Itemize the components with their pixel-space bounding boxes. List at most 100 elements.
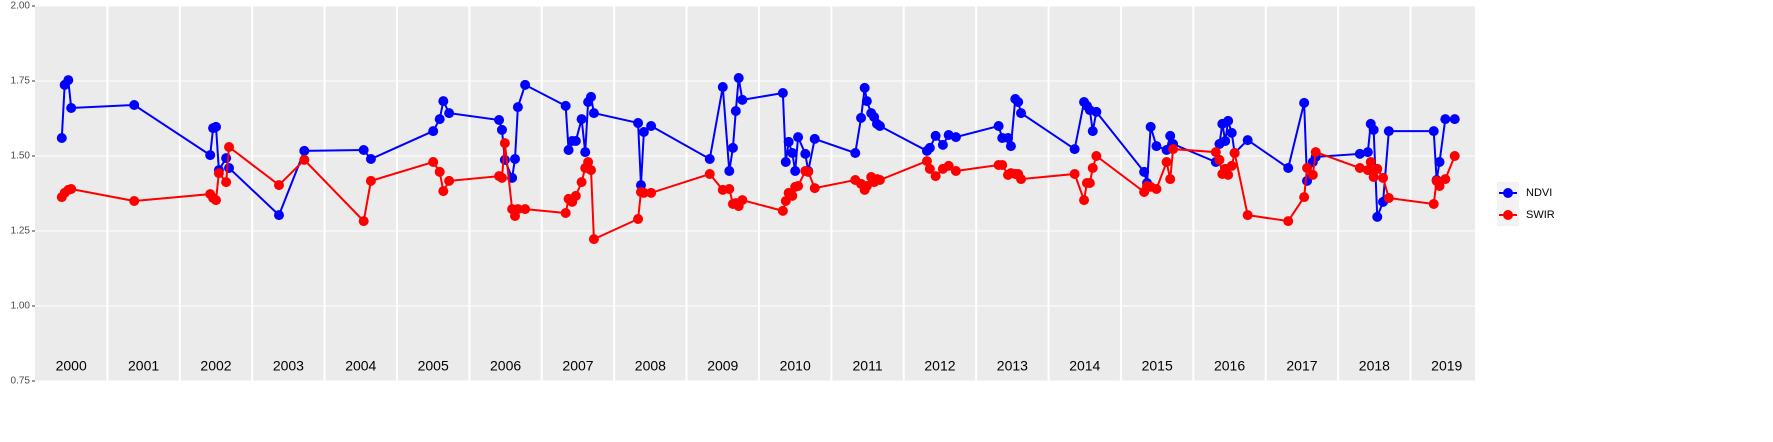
point xyxy=(1242,210,1253,221)
point xyxy=(1013,97,1024,107)
point xyxy=(1449,114,1460,125)
point xyxy=(1307,169,1318,180)
point xyxy=(358,216,369,227)
point xyxy=(365,154,376,164)
point xyxy=(434,114,445,125)
point xyxy=(1354,163,1365,173)
point xyxy=(1165,174,1176,185)
point xyxy=(494,115,505,125)
point xyxy=(930,130,941,141)
point xyxy=(1226,160,1237,171)
legend-label: NDVI xyxy=(1526,187,1552,199)
point xyxy=(1220,136,1231,146)
year-label: 2003 xyxy=(273,358,304,374)
panel xyxy=(35,6,1475,381)
point xyxy=(993,121,1004,131)
point xyxy=(1151,141,1162,152)
year-label: 2009 xyxy=(707,358,738,374)
point xyxy=(1214,154,1225,165)
point xyxy=(512,102,523,113)
point xyxy=(1005,141,1016,152)
point xyxy=(1428,199,1439,209)
point xyxy=(570,190,581,201)
point xyxy=(859,82,870,93)
point xyxy=(724,166,735,176)
year-label: 2000 xyxy=(56,358,87,374)
point xyxy=(809,183,820,194)
point xyxy=(943,160,954,171)
point xyxy=(777,88,788,98)
point xyxy=(1440,114,1451,125)
point xyxy=(1434,157,1445,167)
point xyxy=(66,103,77,113)
point xyxy=(924,142,935,153)
point xyxy=(576,114,587,125)
year-label: 2004 xyxy=(345,358,376,374)
point xyxy=(1449,151,1460,161)
year-label: 2006 xyxy=(490,358,521,374)
point xyxy=(1368,124,1379,135)
y-tick-label: 0.75 xyxy=(11,376,31,387)
point xyxy=(1428,126,1439,137)
year-label: 2008 xyxy=(635,358,666,374)
point xyxy=(1087,163,1098,173)
point xyxy=(273,210,284,221)
point xyxy=(563,145,574,155)
point xyxy=(638,127,649,137)
point xyxy=(299,145,310,156)
point xyxy=(520,204,531,215)
point xyxy=(874,175,885,185)
point xyxy=(358,145,369,155)
point xyxy=(809,133,820,144)
point xyxy=(787,190,798,201)
point xyxy=(646,187,657,198)
point xyxy=(580,147,591,158)
point xyxy=(861,96,872,107)
point xyxy=(850,148,861,158)
point xyxy=(1362,147,1373,158)
point xyxy=(496,124,507,135)
point xyxy=(499,154,510,165)
point xyxy=(1223,169,1234,180)
point xyxy=(737,195,748,206)
point xyxy=(997,160,1008,170)
point xyxy=(273,180,284,191)
point xyxy=(633,214,644,224)
point xyxy=(1354,148,1365,159)
point xyxy=(717,82,728,92)
point xyxy=(1372,211,1383,222)
point xyxy=(1378,172,1389,183)
legend-label: SWIR xyxy=(1526,209,1555,221)
point xyxy=(1383,126,1394,137)
year-label: 2005 xyxy=(418,358,449,374)
point xyxy=(1151,184,1162,194)
point xyxy=(444,175,455,186)
point xyxy=(1145,121,1156,132)
point xyxy=(1016,174,1027,185)
point xyxy=(1242,135,1253,146)
point xyxy=(1168,144,1179,155)
year-label: 2016 xyxy=(1214,358,1245,374)
point xyxy=(520,79,531,90)
point xyxy=(921,156,932,167)
point xyxy=(950,166,961,176)
point xyxy=(780,157,791,167)
point xyxy=(724,184,735,194)
point xyxy=(221,177,232,188)
point xyxy=(1091,151,1102,161)
point xyxy=(646,121,657,131)
point xyxy=(588,234,599,245)
point xyxy=(633,118,644,128)
point xyxy=(950,132,961,143)
legend-point xyxy=(1503,188,1513,198)
point xyxy=(937,139,948,150)
point xyxy=(1079,195,1090,206)
year-label: 2018 xyxy=(1359,358,1390,374)
point xyxy=(570,136,581,146)
point xyxy=(1365,157,1376,167)
point xyxy=(1210,147,1221,158)
point xyxy=(438,186,449,197)
point xyxy=(1226,127,1237,138)
point xyxy=(783,136,794,147)
point xyxy=(586,165,597,176)
